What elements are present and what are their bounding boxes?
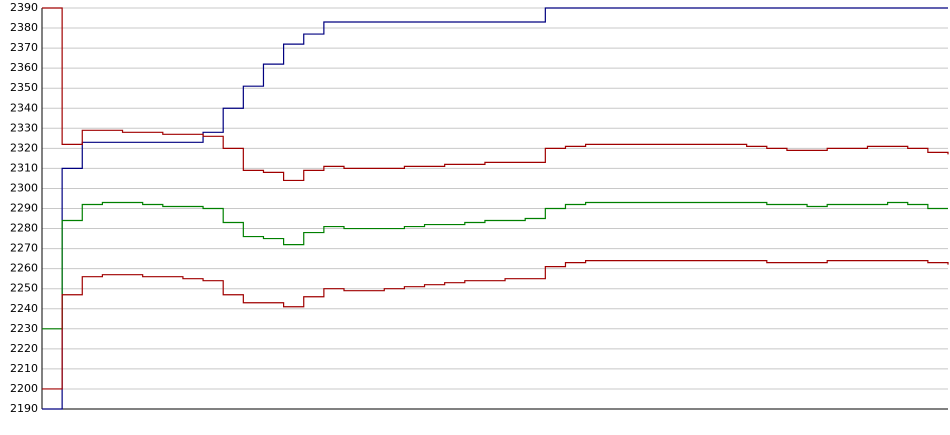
y-tick-label: 2320 [10, 141, 38, 154]
y-tick-label: 2230 [10, 322, 38, 335]
y-tick-label: 2250 [10, 282, 38, 295]
y-tick-label: 2200 [10, 382, 38, 395]
y-tick-label: 2240 [10, 302, 38, 315]
y-tick-label: 2380 [10, 21, 38, 34]
y-tick-label: 2300 [10, 181, 38, 194]
y-tick-label: 2190 [10, 402, 38, 415]
series-line [42, 7, 948, 410]
y-tick-label: 2310 [10, 161, 38, 174]
y-tick-label: 2350 [10, 81, 38, 94]
y-tick-label: 2270 [10, 242, 38, 255]
y-tick-label: 2280 [10, 222, 38, 235]
series-line [42, 7, 949, 182]
y-tick-label: 2220 [10, 342, 38, 355]
y-tick-label: 2370 [10, 41, 38, 54]
y-tick-label: 2290 [10, 202, 38, 215]
y-tick-label: 2390 [10, 1, 38, 14]
y-tick-label: 2330 [10, 121, 38, 134]
y-tick-label: 2260 [10, 262, 38, 275]
series-line [42, 260, 949, 390]
series-line [42, 201, 948, 330]
y-tick-label: 2360 [10, 61, 38, 74]
y-tick-label: 2210 [10, 362, 38, 375]
y-tick-label: 2340 [10, 101, 38, 114]
